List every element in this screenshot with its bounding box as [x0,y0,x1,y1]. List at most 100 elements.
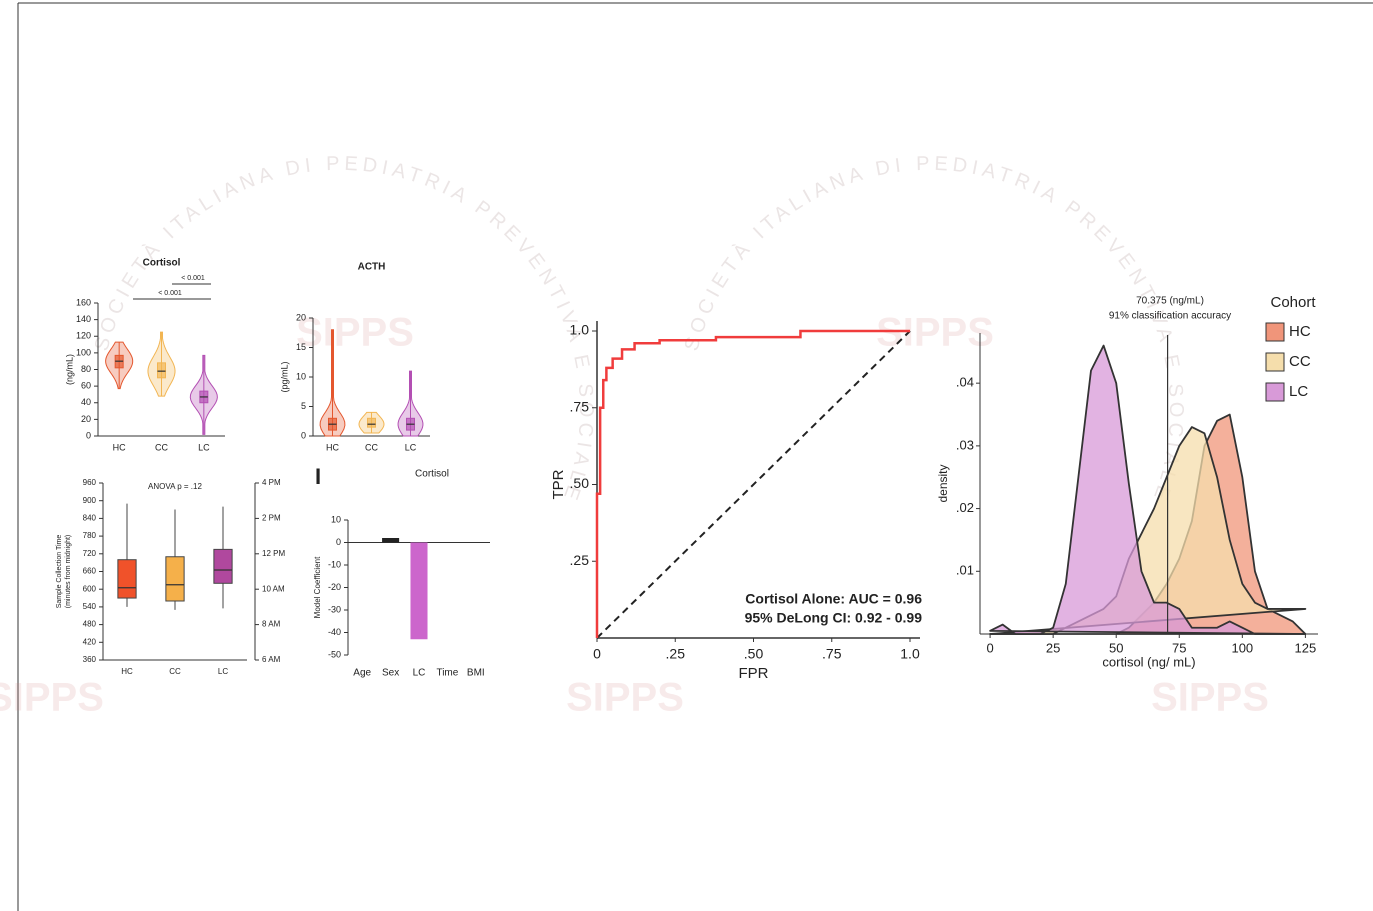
y-tick-label: 420 [83,637,97,646]
legend-label: LC [1289,383,1308,400]
x-tick-label: 0 [986,640,993,655]
y-tick-label: 10 [331,514,341,524]
annotation: Cortisol Alone: AUC = 0.96 [745,591,922,607]
y-tick-label: 60 [81,381,91,391]
watermark-logo: SIPPS [0,676,104,720]
y-tick-label: .04 [956,375,974,390]
y-tick-label: 10 AM [262,584,285,593]
box [214,549,232,583]
box [158,363,166,378]
x-tick-label: 75 [1172,640,1186,655]
legend-swatch [1266,323,1284,341]
y-tick-label: .25 [570,552,590,568]
y-tick-label: 0 [301,430,306,440]
y-tick-label: 840 [83,514,97,523]
y-tick-label: 15 [296,342,306,352]
y-tick-label: 720 [83,549,97,558]
y-axis-label: (minutes from midnight) [65,535,72,609]
page: SOCIETÀ ITALIANA DI PEDIATRIA PREVENTIVA… [0,0,1373,911]
watermark-logo: SIPPS [296,311,414,355]
y-tick-label: 4 PM [262,478,281,487]
x-tick-label: LC [198,442,210,452]
y-tick-label: 140 [76,314,91,324]
x-tick-label: LC [413,668,426,679]
legend-label: HC [1289,323,1311,340]
x-tick-label: Time [436,668,458,679]
y-tick-label: 0 [86,430,91,440]
x-tick-label: CC [365,442,378,452]
watermark-logo: SIPPS [1151,676,1269,720]
y-axis-label: density [936,464,950,502]
x-tick-label: 0 [593,646,601,662]
legend-label: CC [1289,353,1311,370]
y-tick-label: -10 [328,559,341,569]
y-tick-label: -20 [328,582,341,592]
y-axis-label: TPR [550,469,567,499]
y-tick-label: 900 [83,496,97,505]
legend-swatch [1266,383,1284,401]
x-tick-label: Sex [382,668,399,679]
y-tick-label: 5 [301,401,306,411]
annotation: 95% DeLong CI: 0.92 - 0.99 [745,610,923,626]
y-tick-label: 360 [83,655,97,664]
box [118,560,136,598]
y-tick-label: 20 [81,414,91,424]
y-axis-label: (pg/mL) [279,361,289,392]
annotation: 70.375 (ng/mL) [1136,296,1204,307]
x-tick-label: BMI [467,668,485,679]
y-tick-label: .75 [570,398,590,414]
legend-title: Cohort [1270,294,1316,311]
y-tick-label: 40 [81,397,91,407]
box [368,418,376,427]
figure: SOCIETÀ ITALIANA DI PEDIATRIA PREVENTIVA… [0,0,1373,911]
annotation: 91% classification accuracy [1109,311,1231,322]
panel-label: I [315,464,321,489]
legend-swatch [1266,353,1284,371]
chart-title: Cortisol [143,258,181,269]
y-axis-label: (ng/mL) [64,354,74,385]
y-tick-label: 12 PM [262,549,285,558]
y-axis-label: Model Coefficient [313,556,322,618]
x-tick-label: Age [353,668,371,679]
y-tick-label: 6 AM [262,655,281,664]
y-tick-label: -40 [328,627,341,637]
bar [382,538,399,543]
x-tick-label: 25 [1046,640,1060,655]
y-axis-label: Sample Collection Time [56,535,63,609]
y-tick-label: 0 [336,537,341,547]
y-tick-label: -50 [328,649,341,659]
y-tick-label: .01 [956,563,974,578]
y-tick-label: 80 [81,364,91,374]
x-axis-label: cortisol (ng/ mL) [1102,654,1195,669]
x-tick-label: 100 [1231,640,1253,655]
x-tick-label: .50 [744,646,764,662]
x-tick-label: CC [169,667,181,676]
x-tick-label: 1.0 [900,646,920,662]
x-tick-label: .25 [666,646,686,662]
y-tick-label: .03 [956,437,974,452]
x-tick-label: HC [113,442,126,452]
y-tick-label: .50 [570,475,590,491]
y-tick-label: 660 [83,567,97,576]
box [166,557,184,601]
x-tick-label: HC [326,442,339,452]
y-tick-label: 480 [83,620,97,629]
y-tick-label: 8 AM [262,620,281,629]
annotation: < 0.001 [181,275,205,282]
chart-title: ANOVA p = .12 [148,482,202,491]
y-tick-label: 960 [83,478,97,487]
annotation: < 0.001 [158,290,182,297]
watermark-logo: SIPPS [566,676,684,720]
x-tick-label: CC [155,442,168,452]
y-tick-label: .02 [956,500,974,515]
chart-title: Cortisol [415,469,449,480]
x-axis-label: FPR [739,665,769,682]
chart-title: ACTH [358,262,386,273]
x-tick-label: LC [218,667,228,676]
y-tick-label: 600 [83,584,97,593]
y-tick-label: 2 PM [262,514,281,523]
bar [410,543,427,640]
x-tick-label: HC [121,667,133,676]
y-tick-label: 1.0 [570,322,590,338]
y-tick-label: 780 [83,531,97,540]
